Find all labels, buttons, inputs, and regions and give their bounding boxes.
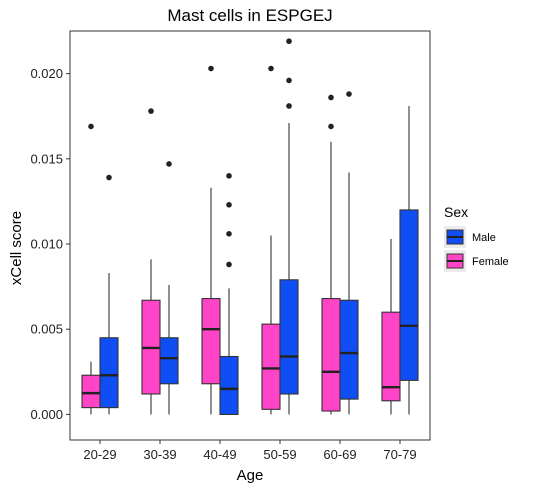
legend-label-male: Male [472, 232, 496, 244]
legend-title: Sex [444, 204, 468, 220]
box-group-60-69 [321, 91, 359, 415]
plot-panel [69, 30, 431, 441]
x-tick-label: 30-39 [143, 447, 176, 462]
box-female [321, 298, 341, 412]
outlier-point [328, 94, 334, 101]
box-group-50-59 [261, 38, 299, 415]
y-tick-label: 0.000 [30, 407, 63, 422]
y-tick-label: 0.010 [30, 237, 63, 252]
box-group-20-29 [81, 123, 119, 415]
x-tick-label: 50-59 [263, 447, 296, 462]
box-male [159, 337, 179, 385]
y-tick-label: 0.005 [30, 322, 63, 337]
outlier-point [226, 261, 232, 268]
x-tick-label: 40-49 [203, 447, 236, 462]
outlier-point [286, 77, 292, 84]
x-axis-title: Age [237, 467, 264, 484]
box-male [399, 209, 419, 381]
outlier-point [148, 108, 154, 114]
outlier-point [208, 65, 214, 72]
x-tick-label: 70-79 [383, 447, 416, 462]
y-tick-label: 0.020 [30, 66, 63, 81]
box-male [99, 337, 119, 409]
y-axis: 0.000 0.005 0.010 0.015 0.020 [30, 66, 70, 422]
box-group-40-49 [201, 65, 239, 415]
outlier-point [286, 38, 292, 45]
x-tick-label: 60-69 [323, 447, 356, 462]
outlier-point [346, 91, 352, 97]
legend: Sex Male Female [444, 204, 509, 272]
legend-label-female: Female [472, 256, 509, 268]
box-group-70-79 [381, 105, 419, 415]
box-female [81, 374, 101, 409]
box-male [339, 299, 359, 400]
box-female [201, 298, 221, 385]
outlier-point [286, 103, 292, 109]
box-female [261, 323, 281, 410]
y-axis-title: xCell score [8, 211, 25, 285]
outlier-point [226, 202, 232, 208]
chart-title: Mast cells in ESPGEJ [167, 6, 332, 25]
outlier-point [88, 123, 94, 130]
x-tick-label: 20-29 [83, 447, 116, 462]
outlier-point [106, 174, 112, 181]
box-groups [81, 38, 419, 415]
box-male [219, 355, 239, 415]
outlier-point [226, 230, 232, 237]
y-tick-label: 0.015 [30, 151, 63, 166]
box-male [279, 279, 299, 395]
outlier-point [328, 123, 334, 130]
outlier-point [166, 161, 172, 167]
outlier-point [268, 65, 274, 72]
outlier-point [226, 173, 232, 179]
x-axis: 20-29 30-39 40-49 50-59 60-69 70-79 [83, 440, 417, 462]
box-group-30-39 [141, 108, 179, 415]
